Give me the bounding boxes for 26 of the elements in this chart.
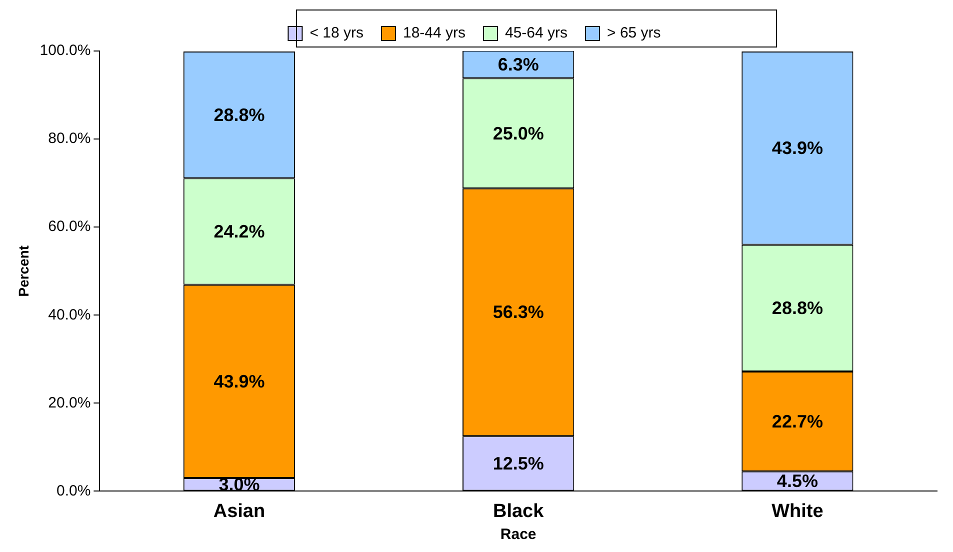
text: 12.5% (492, 453, 544, 474)
text: 43.9% (214, 371, 265, 392)
x-tick-label: Black (492, 500, 544, 522)
legend-label: < 18 yrs (310, 24, 364, 42)
text: 28.8% (214, 104, 265, 125)
text: 43.9% (772, 138, 823, 158)
x-tick-label: Asian (213, 500, 266, 522)
text: 25.0% (492, 123, 544, 144)
y-tick-label: 40.0% (48, 306, 91, 324)
text: 28.8% (772, 298, 823, 318)
legend-label: 18-44 yrs (402, 24, 466, 42)
y-tick-label: 80.0% (48, 130, 91, 148)
text: 22.7% (772, 411, 823, 432)
x-tick-label: White (772, 500, 824, 522)
x-axis-title: Race (500, 526, 536, 544)
legend-label: 45-64 yrs (505, 24, 568, 42)
y-axis-title: Percent (15, 245, 32, 297)
y-tick-label: 60.0% (48, 218, 91, 236)
y-tick-label: 20.0% (48, 394, 91, 412)
legend-label: > 65 yrs (607, 24, 661, 42)
text: 24.2% (214, 221, 265, 242)
y-tick-label: 0.0% (56, 482, 91, 500)
text: 6.3% (498, 54, 539, 74)
text: 56.3% (492, 302, 544, 322)
y-tick-label: 100.0% (40, 42, 91, 60)
text: 4.5% (776, 471, 818, 492)
